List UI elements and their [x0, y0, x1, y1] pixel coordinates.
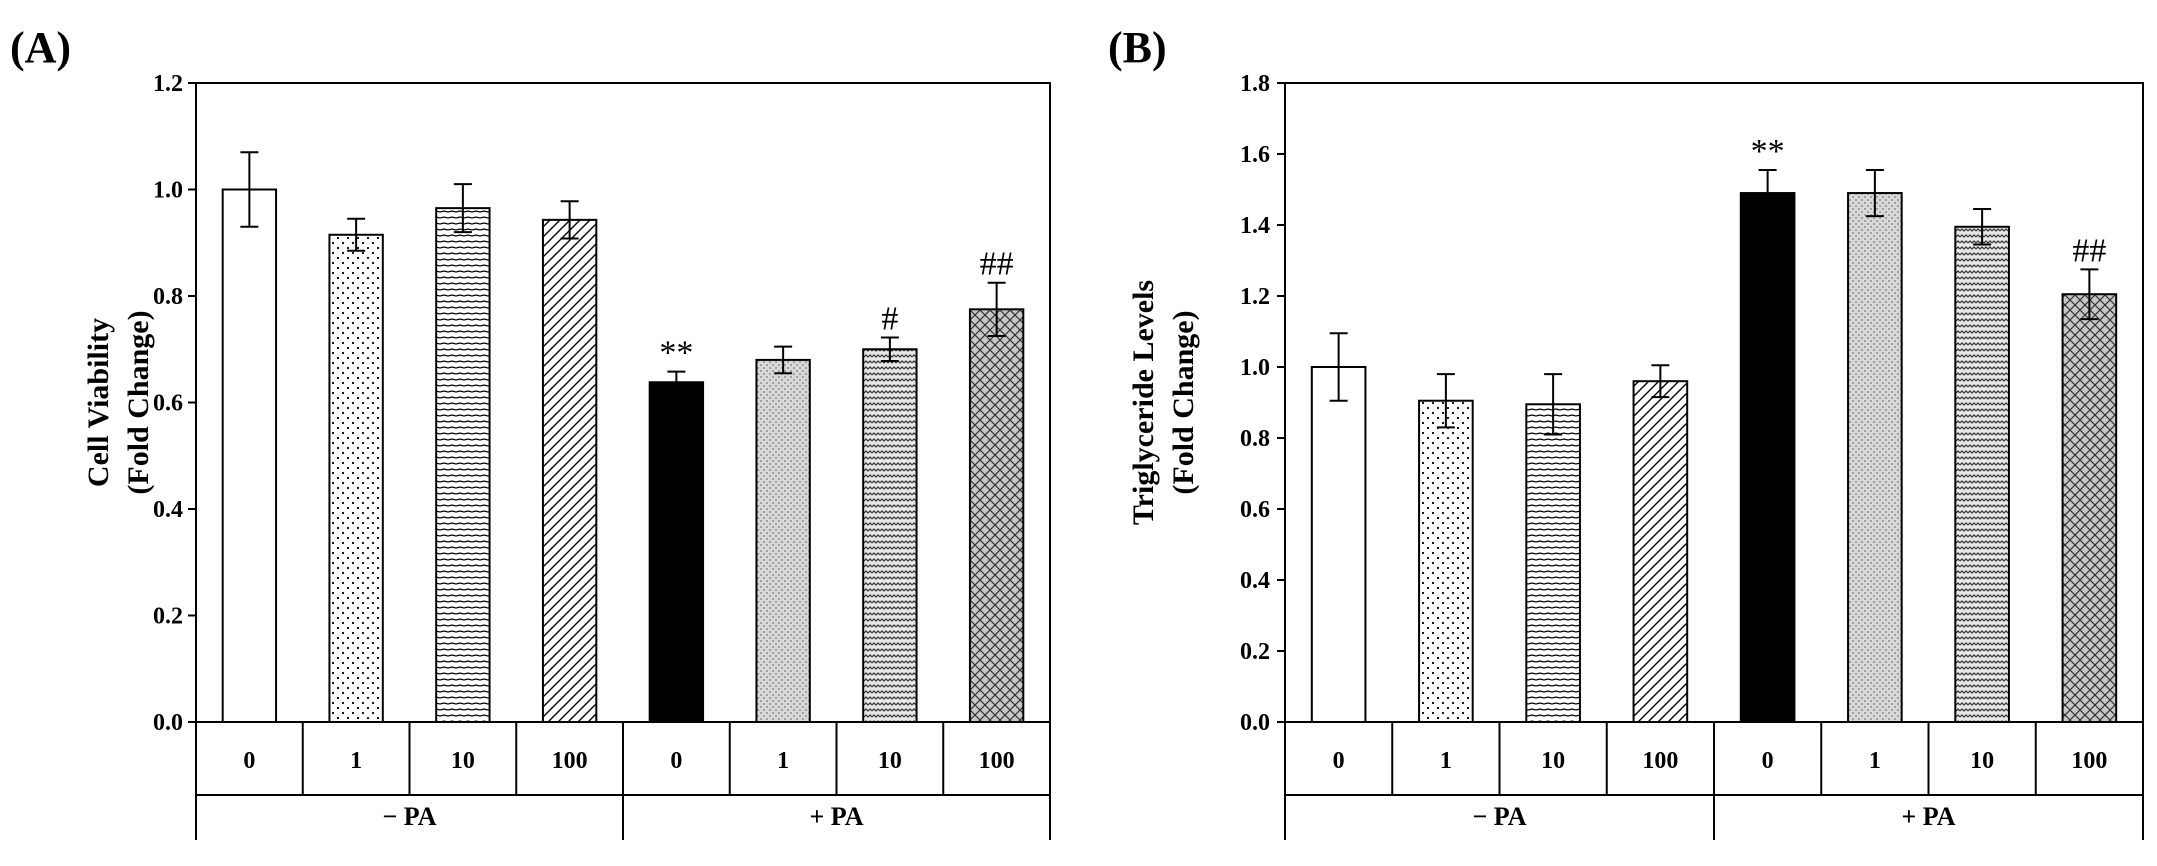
panel-label: (A) — [10, 23, 71, 72]
bar — [2061, 293, 2118, 723]
y-axis-label: (Fold Change) — [122, 310, 155, 494]
x-category-label: 1 — [350, 748, 362, 774]
bar — [968, 308, 1025, 723]
y-tick-label: 1.6 — [1240, 142, 1270, 168]
y-tick-label: 0.2 — [153, 604, 183, 630]
x-category-label: 1 — [777, 748, 789, 774]
y-tick-label: 1.0 — [153, 178, 183, 204]
bar — [1739, 192, 1796, 724]
y-axis-label: Cell Viability — [82, 318, 115, 487]
bar — [1954, 225, 2010, 723]
y-tick-label: 0.2 — [1240, 639, 1270, 665]
group-label: + PA — [1901, 802, 1955, 831]
bar — [648, 381, 705, 723]
x-category-label: 0 — [670, 748, 682, 774]
significance-marker: ** — [659, 335, 693, 372]
y-tick-label: 1.4 — [1240, 213, 1270, 239]
x-category-label: 100 — [979, 748, 1015, 774]
y-tick-label: 0.4 — [1240, 568, 1270, 594]
bar — [221, 188, 278, 723]
y-tick-label: 0.8 — [153, 284, 183, 310]
significance-marker: # — [881, 301, 898, 338]
x-category-label: 0 — [1762, 748, 1774, 774]
y-tick-label: 0.8 — [1240, 426, 1270, 452]
group-label: + PA — [809, 802, 863, 831]
y-tick-label: 1.2 — [153, 71, 183, 97]
y-tick-label: 0.4 — [153, 497, 183, 523]
y-tick-label: 0.0 — [1240, 710, 1270, 736]
bar — [1847, 192, 1903, 724]
x-category-label: 100 — [552, 748, 588, 774]
panel-b: (B) Triglyceride Levels (Fold Change) 0.0 0.… — [1108, 23, 2144, 840]
bar — [541, 218, 598, 723]
x-category-label: 0 — [1333, 748, 1345, 774]
y-tick-label: 1.8 — [1240, 71, 1270, 97]
bar — [1418, 399, 1474, 723]
significance-marker: ## — [980, 246, 1014, 283]
plot-frame — [195, 82, 1051, 723]
group-label: − PA — [382, 802, 436, 831]
bar — [755, 358, 811, 723]
y-axis-label: (Fold Change) — [1167, 310, 1200, 494]
significance-marker: ## — [2072, 232, 2106, 269]
y-tick-label: 0.6 — [1240, 497, 1270, 523]
x-category-label: 100 — [1642, 748, 1678, 774]
bar — [1525, 403, 1581, 723]
y-tick-label: 0.0 — [153, 710, 183, 736]
x-category-label: 10 — [878, 748, 902, 774]
bar — [435, 207, 491, 723]
group-label: − PA — [1472, 802, 1526, 831]
bar — [1310, 366, 1367, 723]
x-category-label: 10 — [1541, 748, 1565, 774]
x-category-label: 1 — [1440, 748, 1452, 774]
y-axis-label: Triglyceride Levels — [1127, 280, 1160, 525]
x-category-label: 100 — [2071, 748, 2107, 774]
bar — [1632, 380, 1689, 723]
significance-marker: ** — [1751, 133, 1785, 170]
y-tick-label: 1.2 — [1240, 284, 1270, 310]
y-tick-label: 1.0 — [1240, 355, 1270, 381]
panel-a: (A) Cell Viability (Fold Change) 0.0 0.2 0.4 0… — [10, 23, 1051, 840]
bar — [328, 233, 384, 723]
x-category-label: 10 — [1970, 748, 1994, 774]
bar — [862, 348, 918, 723]
plot-frame — [1284, 82, 2144, 723]
x-category-label: 10 — [451, 748, 475, 774]
panel-label: (B) — [1108, 23, 1167, 72]
y-tick-label: 0.6 — [153, 391, 183, 417]
x-category-label: 0 — [243, 748, 255, 774]
x-category-label: 1 — [1869, 748, 1881, 774]
